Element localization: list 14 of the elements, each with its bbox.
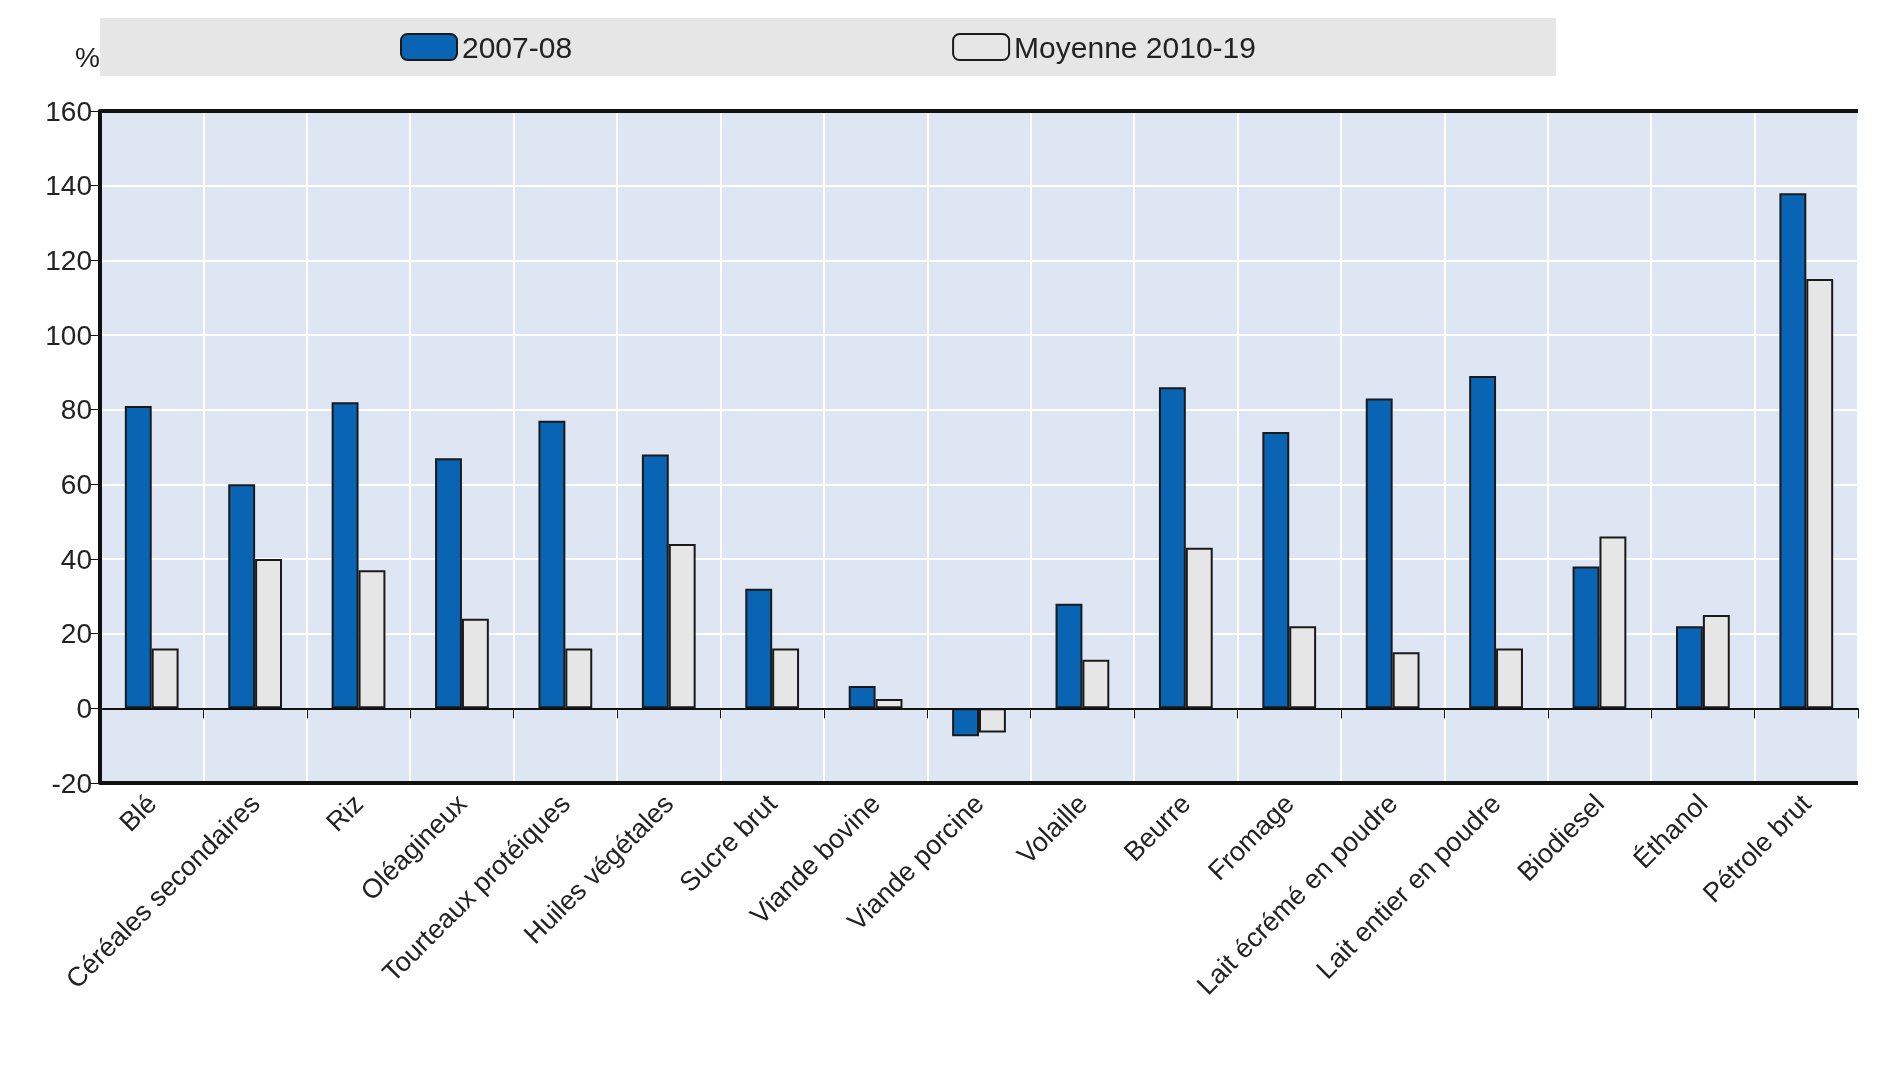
y-tick-label: 140	[45, 170, 92, 202]
y-tick-label: -20	[51, 767, 92, 799]
y-tick-label: 0	[76, 692, 92, 724]
y-tick-label: 40	[60, 543, 92, 575]
y-tick-label: 120	[45, 244, 92, 276]
y-tick-label: 160	[45, 95, 92, 127]
legend-label: 2007-08	[462, 30, 573, 64]
x-tick-label: Riz	[320, 788, 370, 838]
y-tick-label: 80	[60, 394, 92, 426]
legend-label: Moyenne 2010-19	[1014, 30, 1256, 64]
y-tick-label: 100	[45, 319, 92, 351]
y-axis-title: %	[75, 41, 100, 73]
y-tick-label: 20	[60, 618, 92, 650]
y-tick-label: 60	[60, 468, 92, 500]
